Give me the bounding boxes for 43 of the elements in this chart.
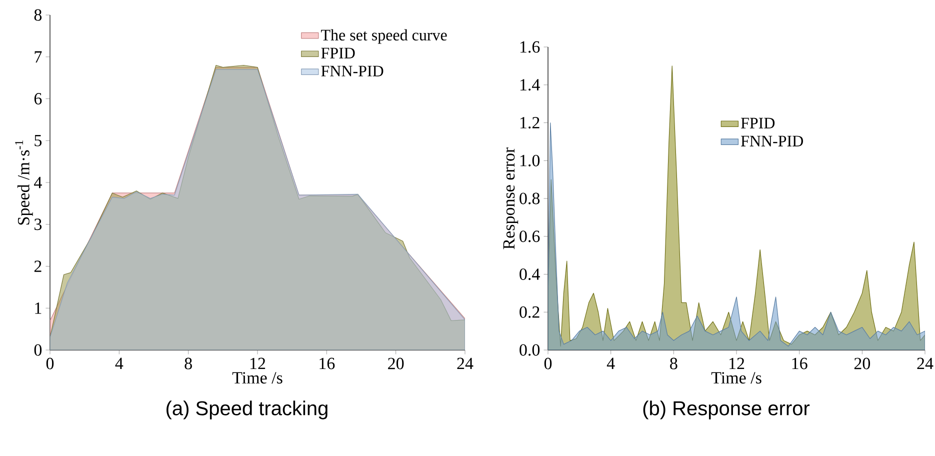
x-tick-label: 24	[457, 358, 474, 370]
x-tick-label: 4	[115, 358, 124, 369]
y-axis-title: Speed /m·s$^{-1}$	[15, 140, 33, 225]
y-tick-label: 0.6	[520, 230, 540, 242]
x-tick-label: 12	[250, 358, 266, 370]
x-tick-label: 8	[184, 358, 192, 370]
y-tick-label: 1.4	[520, 79, 540, 91]
text: (b) Response error	[643, 400, 810, 420]
y-tick-label: 8	[34, 9, 42, 21]
y-axis-title: Response error	[503, 147, 518, 250]
y-tick-label: 0.2	[520, 306, 540, 318]
y-tick-label: 5	[34, 134, 42, 146]
x-tick-label: 4	[606, 358, 615, 369]
x-tick-label: 20	[388, 358, 404, 370]
x-tick-label: 0	[46, 358, 54, 370]
y-tick-label: 0.8	[520, 192, 540, 204]
y-tick-label: 0.4	[520, 268, 540, 280]
legend-label: FPID	[740, 118, 775, 128]
legend-label: FNN-PID	[740, 136, 803, 146]
x-tick-label: 12	[729, 358, 744, 370]
y-tick-label: 7	[34, 51, 42, 62]
legend-label: The set speed curve	[321, 29, 447, 44]
x-tick-label: 0	[544, 358, 552, 370]
y-tick-label: 1.2	[520, 116, 540, 128]
y-tick-label: 6	[34, 93, 42, 104]
y-tick-label: 0	[34, 344, 42, 356]
y-tick-label: 0.0	[520, 344, 540, 356]
y-tick-label: 1.0	[520, 154, 540, 166]
text: (a) Speed tracking	[166, 400, 328, 420]
y-tick-label: 2	[34, 260, 42, 272]
y-tick-label: 1	[35, 302, 42, 314]
x-tick-label: 20	[854, 358, 870, 370]
y-tick-label: 3	[34, 218, 42, 230]
x-tick-label: 16	[792, 358, 808, 370]
y-tick-label: 4	[34, 176, 42, 188]
x-tick-label: 24	[917, 358, 934, 370]
legend-label: FNN-PID	[321, 66, 384, 76]
x-axis-title: Time /s	[711, 372, 762, 384]
legend-label: FPID	[321, 48, 355, 58]
x-tick-label: 16	[320, 358, 335, 370]
y-tick-label: 1.6	[520, 41, 540, 53]
x-axis-title: Time /s	[232, 372, 282, 384]
x-tick-label: 8	[670, 358, 678, 370]
